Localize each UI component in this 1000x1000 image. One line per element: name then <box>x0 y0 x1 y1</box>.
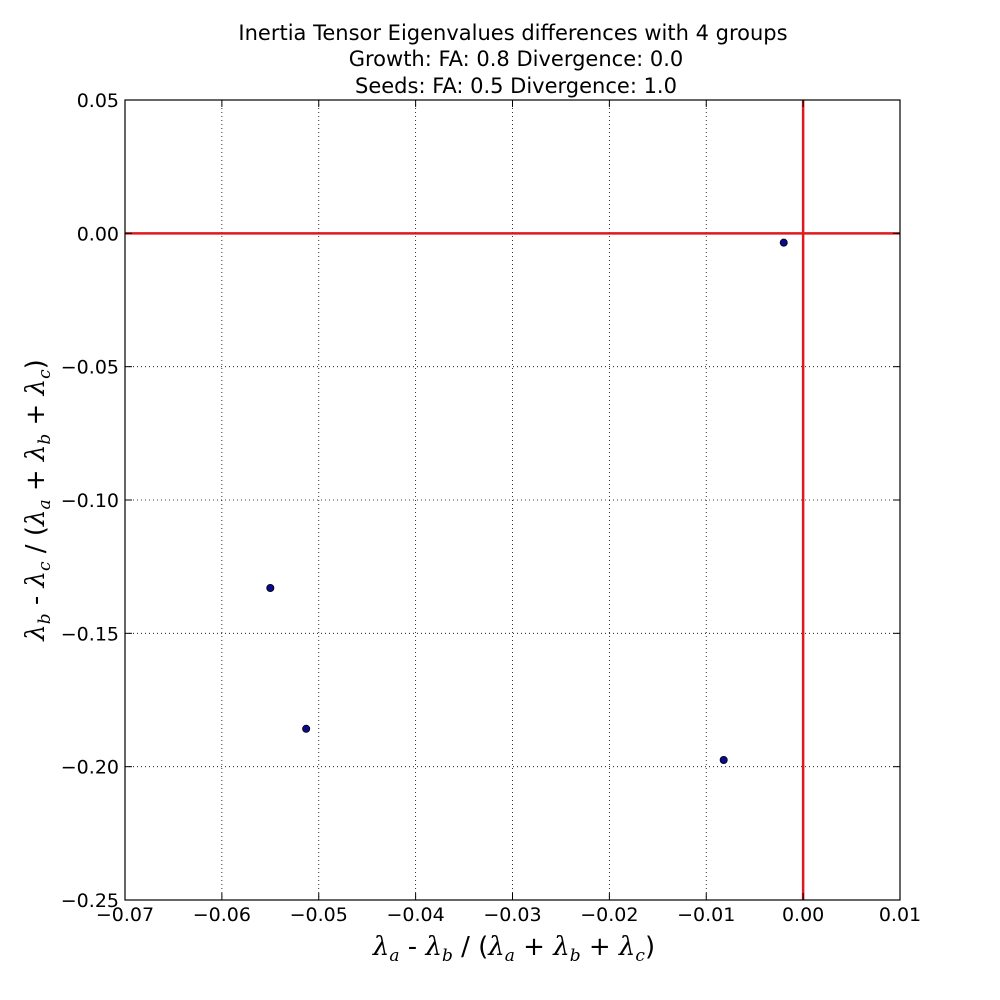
data-point <box>266 584 275 593</box>
x-tick-label: 0.01 <box>879 904 921 926</box>
y-tick-label: 0.05 <box>77 90 119 112</box>
data-point <box>719 756 728 765</box>
y-tick-label: 0.00 <box>77 223 119 245</box>
y-axis-ticks: −0.25 −0.20 −0.15 −0.10 −0.05 0.00 0.05 <box>61 90 900 912</box>
y-tick-label: −0.05 <box>61 357 119 379</box>
reference-lines <box>125 100 900 900</box>
grid-lines <box>125 100 900 900</box>
x-tick-label: −0.07 <box>96 904 154 926</box>
y-tick-label: −0.10 <box>61 490 119 512</box>
chart-subtitle-growth: Growth: FA: 0.8 Divergence: 0.0 <box>349 47 684 71</box>
data-point <box>302 724 311 733</box>
chart-subtitle-seeds: Seeds: FA: 0.5 Divergence: 1.0 <box>355 74 677 98</box>
y-tick-label: −0.20 <box>61 757 119 779</box>
x-axis-label: λa - λb / (λa + λb + λc) <box>372 932 655 966</box>
x-tick-label: −0.06 <box>193 904 251 926</box>
x-tick-label: −0.03 <box>483 904 541 926</box>
chart-title: Inertia Tensor Eigenvalues differences w… <box>238 21 787 45</box>
y-tick-label: −0.25 <box>61 890 119 912</box>
y-tick-label: −0.15 <box>61 623 119 645</box>
data-point <box>779 238 788 247</box>
x-tick-label: −0.01 <box>677 904 735 926</box>
x-tick-label: 0.00 <box>782 904 824 926</box>
y-axis-label: λb - λc / (λa + λb + λc) <box>21 359 55 642</box>
x-tick-label: −0.02 <box>580 904 638 926</box>
x-tick-label: −0.04 <box>387 904 445 926</box>
data-points <box>266 238 788 765</box>
x-tick-label: −0.05 <box>290 904 348 926</box>
x-axis-ticks: −0.07 −0.06 −0.05 −0.04 −0.03 −0.02 −0.01 0.00 0… <box>96 100 921 926</box>
